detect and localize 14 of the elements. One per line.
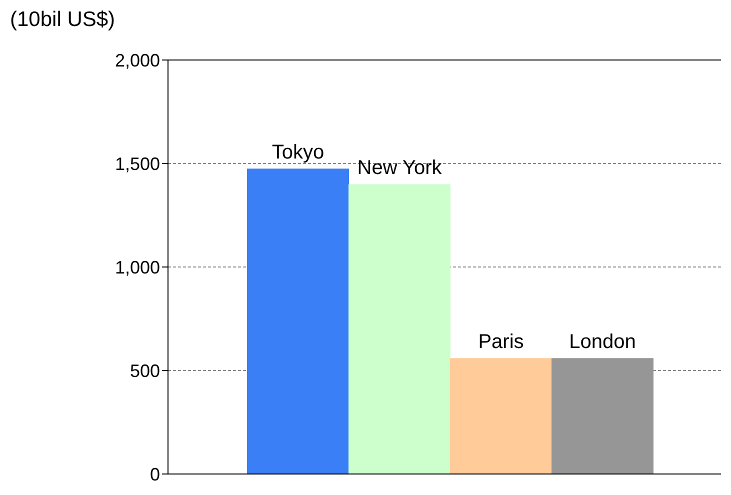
x-tick-label: Tokyo: [272, 142, 324, 164]
bar: [552, 358, 654, 474]
x-tick-label: Paris: [478, 331, 524, 354]
y-tick-label: 1,500: [114, 154, 160, 174]
x-tick-label: London: [569, 331, 636, 354]
y-axis-title: (10bil US$): [10, 8, 116, 32]
y-tick-label: 2,000: [114, 50, 160, 70]
y-tick-label: 1,000: [114, 257, 160, 278]
y-tick-label: 0: [150, 464, 160, 484]
bar: [348, 184, 450, 474]
y-tick-label: 500: [130, 360, 160, 381]
x-tick-label: New York: [357, 157, 443, 180]
bar: [450, 358, 552, 474]
bar: [247, 168, 349, 474]
